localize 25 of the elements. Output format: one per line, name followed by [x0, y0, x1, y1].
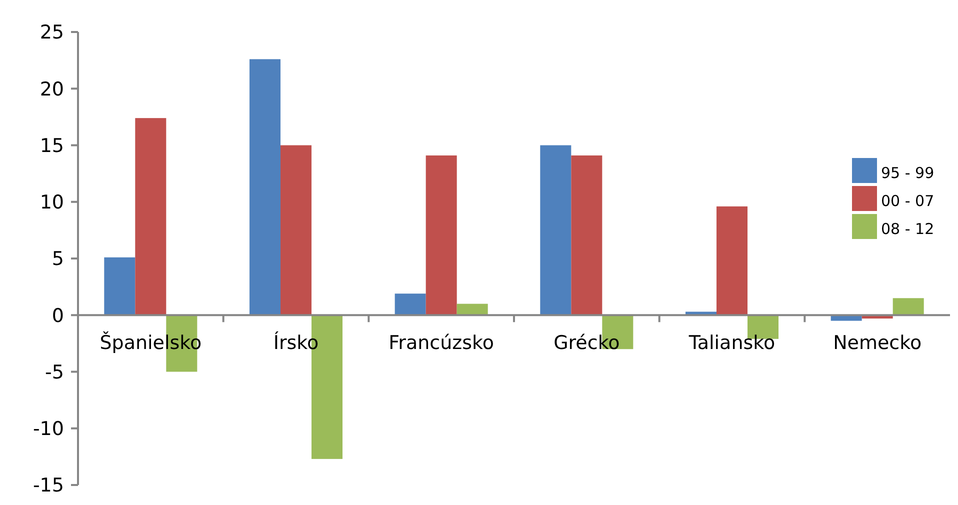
x-tick-label: Taliansko: [688, 332, 776, 354]
bar: [716, 206, 748, 316]
y-tick-label: 15: [40, 134, 64, 157]
x-tick-label: Nemecko: [833, 332, 922, 354]
bar: [540, 145, 572, 316]
y-tick-label: 0: [52, 304, 64, 327]
y-tick-label: 5: [52, 248, 64, 270]
legend-label: 00 - 07: [881, 192, 934, 210]
y-tick-label: 20: [40, 78, 64, 100]
legend-label: 08 - 12: [881, 220, 934, 238]
x-tick-label: Francúzsko: [388, 332, 494, 354]
y-tick-label: 10: [40, 192, 64, 214]
bar: [571, 155, 602, 316]
y-tick-label: -10: [32, 418, 64, 440]
bar: [104, 257, 136, 316]
legend-label: 95 - 99: [881, 164, 934, 182]
y-tick-label: -15: [32, 474, 64, 497]
bar: [892, 298, 924, 316]
bar: [394, 294, 426, 316]
bar: [426, 155, 457, 316]
y-tick-label: -5: [45, 361, 64, 384]
y-tick-label: 25: [40, 22, 64, 44]
bar: [135, 118, 166, 316]
bar: [249, 59, 280, 316]
bar: [280, 145, 312, 316]
